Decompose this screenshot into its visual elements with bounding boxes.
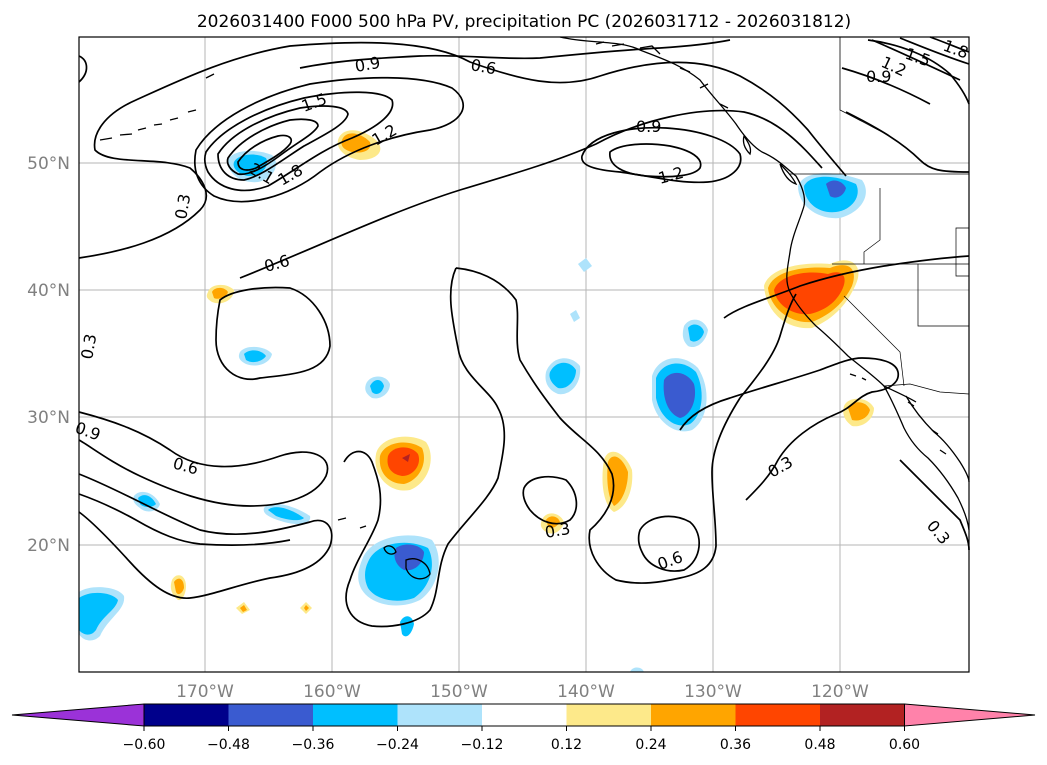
lon-label: 140°W xyxy=(557,682,615,702)
precip-pos-tiny-2-core xyxy=(304,605,309,611)
colorbar-ticks xyxy=(143,726,905,731)
colorbar-segment xyxy=(313,704,398,726)
pv-contour-0.6-east xyxy=(723,255,970,319)
lon-label: 130°W xyxy=(684,682,742,702)
latitude-labels: 20°N 30°N 40°N 50°N xyxy=(27,154,70,556)
pv-contour-0.9-ne xyxy=(841,67,931,105)
contour-label: 0.3 xyxy=(77,332,100,360)
colorbar-tick-label: 0.24 xyxy=(635,737,666,753)
colorbar-tick-label: −0.24 xyxy=(376,737,419,753)
precip-neg-core-east xyxy=(663,372,696,418)
contour-label: 0.9 xyxy=(866,67,891,86)
precip-neg-core-pnw xyxy=(826,180,846,198)
pv-contour-1.5-ne xyxy=(899,37,970,65)
colorbar-tick-label: −0.48 xyxy=(207,737,250,753)
pv-contour-0.3-small xyxy=(522,475,578,525)
contour-label: 0.3 xyxy=(171,192,194,220)
precip-neg-core-ne-pacific xyxy=(233,154,268,176)
pv-contour-0.3-center-west xyxy=(343,267,506,628)
contour-label: 0.6 xyxy=(469,55,497,78)
pv-contour-0.3-se-tail xyxy=(899,459,970,551)
colorbar: −0.60 −0.48 −0.36 −0.24 −0.12 0.12 0.24 … xyxy=(11,703,1036,753)
pv-contour-0.6-east-inner xyxy=(845,111,970,173)
pv-contour-0.6-top xyxy=(299,39,731,69)
precip-neg-core-hawaii xyxy=(394,544,424,571)
lon-label: 160°W xyxy=(303,682,361,702)
precip-neg-tiny-3 xyxy=(630,667,644,672)
precip-neg-core-sw xyxy=(79,592,118,635)
pv-contour-0.6-ne xyxy=(867,39,970,105)
contour-label: 0.9 xyxy=(636,117,661,136)
pv-contour-2.1-north xyxy=(237,134,293,171)
colorbar-extend-high xyxy=(904,703,1036,727)
precip-pos-small-2-core xyxy=(174,578,184,595)
precip-neg-tiny-2 xyxy=(570,310,580,322)
pv-contours xyxy=(78,36,970,628)
precip-neg-small-2-core xyxy=(370,380,384,394)
precip-neg-small-6-core xyxy=(688,324,704,342)
map-frame xyxy=(78,36,970,673)
precip-neg-small-4-core xyxy=(268,507,304,521)
pv-contour-1.2-center xyxy=(609,143,702,178)
precip-pos-small-3-core xyxy=(546,516,560,529)
colorbar-segment xyxy=(228,704,313,726)
lon-label: 150°W xyxy=(430,682,488,702)
colorbar-tick-labels: −0.60 −0.48 −0.36 −0.24 −0.12 0.12 0.24 … xyxy=(123,737,921,753)
precip-neg-core-mid xyxy=(549,362,576,389)
pv-contour-0.9-north xyxy=(194,76,464,203)
pv-contour-0.3-center xyxy=(455,267,797,584)
colorbar-tick-label: −0.60 xyxy=(123,737,166,753)
lat-label: 40°N xyxy=(27,281,70,301)
colorbar-segment xyxy=(144,704,229,726)
colorbar-tick-label: 0.60 xyxy=(889,737,920,753)
colorbar-tick-label: 0.48 xyxy=(804,737,835,753)
lat-label: 50°N xyxy=(27,154,70,174)
pv-contour-0.9-center xyxy=(581,126,742,184)
colorbar-segment xyxy=(482,704,567,726)
pv-contour-0.6-sw xyxy=(78,473,333,599)
colorbar-tick-label: 0.12 xyxy=(551,737,582,753)
colorbar-segment xyxy=(820,704,905,726)
precip-neg-tiny-1 xyxy=(578,258,592,272)
pv-contour-0.3-ne xyxy=(78,55,88,83)
pv-contour-0.9-sw xyxy=(78,411,329,507)
longitude-labels: 170°W 160°W 150°W 140°W 130°W 120°W xyxy=(176,682,869,702)
lon-label: 120°W xyxy=(811,682,869,702)
precip-pos-core-hawaii-north xyxy=(387,447,420,476)
lat-label: 20°N xyxy=(27,536,70,556)
pv-contour-1.8-ne xyxy=(929,36,970,53)
colorbar-segment xyxy=(566,704,651,726)
contour-label: 0.9 xyxy=(353,53,381,76)
precip-pos-tiny-1-core xyxy=(240,605,247,612)
colorbar-extend-low xyxy=(11,703,145,727)
pv-contour-0.3-sw xyxy=(78,493,291,547)
pv-contour-0.3-east xyxy=(679,357,900,501)
colorbar-segment xyxy=(397,704,482,726)
precip-neg-small-1-core xyxy=(244,350,266,363)
map-title: 2026031400 F000 500 hPa PV, precipitatio… xyxy=(197,12,851,32)
precip-pos-small-1-core xyxy=(212,287,228,299)
lat-label: 30°N xyxy=(27,408,70,428)
colorbar-segment xyxy=(651,704,736,726)
pv-contour-0.6-west xyxy=(215,286,331,381)
pv-contour-1.2-ne xyxy=(871,39,961,81)
pv-contour-0.6-se xyxy=(637,515,701,572)
pv-contour-1.5-north xyxy=(217,105,349,181)
map-panel xyxy=(79,37,969,672)
pv-contour-1.2-north xyxy=(203,91,394,192)
precip-pos-center-hawaii-north xyxy=(402,454,410,462)
colorbar-segment xyxy=(735,704,820,726)
colorbar-tick-label: −0.36 xyxy=(292,737,335,753)
colorbar-tick-label: 0.36 xyxy=(720,737,751,753)
colorbar-tick-label: −0.12 xyxy=(461,737,504,753)
precip-pos-small-4-core xyxy=(848,402,870,421)
lon-label: 170°W xyxy=(176,682,234,702)
pv-contour-1.8-north xyxy=(226,118,319,176)
contour-label: 0.3 xyxy=(543,519,571,542)
colorbar-outline xyxy=(143,703,905,727)
